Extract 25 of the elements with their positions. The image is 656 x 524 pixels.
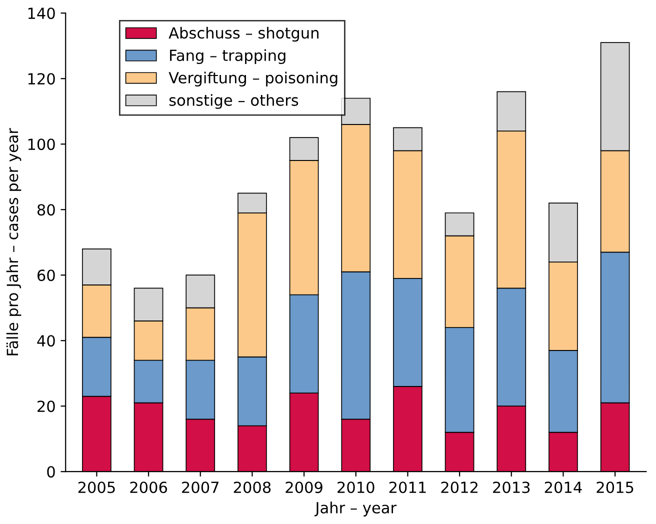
legend-label: Abschuss – shotgun	[168, 26, 318, 42]
x-axis-title: Jahr – year	[314, 502, 397, 516]
x-tick-label: 2008	[234, 482, 271, 494]
x-tick-label: 2007	[182, 482, 219, 494]
x-tick-label: 2010	[338, 482, 374, 494]
y-tick-label: 60	[38, 270, 55, 282]
x-tick-label: 2006	[130, 482, 168, 494]
x-tick-label: 2012	[441, 482, 478, 494]
legend-label: Vergiftung – poisoning	[168, 72, 338, 86]
y-tick-label: 140	[28, 8, 55, 20]
x-tick-label: 2015	[596, 482, 634, 494]
x-tick-label: 2011	[389, 482, 426, 494]
x-tick-label: 2005	[78, 482, 115, 494]
y-tick-label: 40	[37, 335, 55, 347]
y-tick-label: 120	[28, 73, 55, 85]
y-tick-label: 100	[28, 138, 55, 150]
legend-label: Fang – trapping	[170, 49, 286, 64]
y-tick-label: 20	[38, 400, 55, 412]
y-axis-title: Fälle pro Jahr – cases per year	[6, 128, 22, 356]
x-tick-label: 2009	[286, 482, 322, 494]
y-tick-label: 0	[47, 466, 55, 478]
legend-label: sonstige – others	[169, 94, 298, 109]
x-tick-label: 2013	[493, 482, 530, 494]
x-tick-label: 2014	[544, 482, 582, 494]
y-tick-label: 80	[37, 204, 55, 216]
